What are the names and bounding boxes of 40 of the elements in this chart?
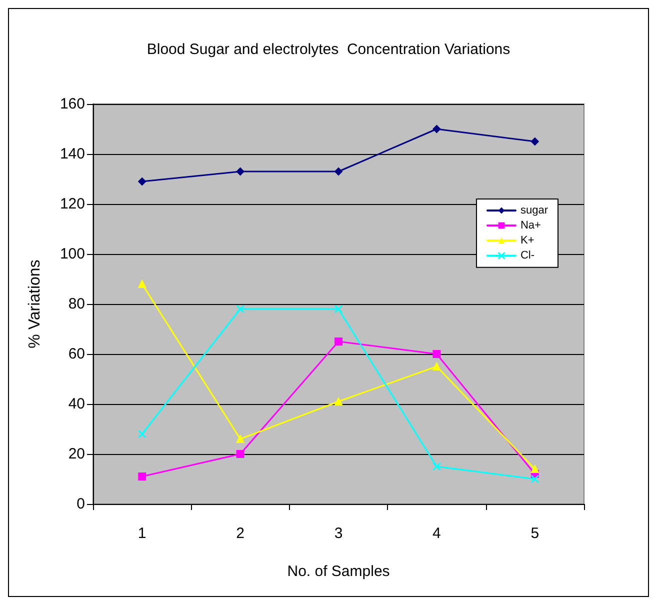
point xyxy=(530,138,539,146)
x-tick-label: 3 xyxy=(334,525,343,542)
x-tick-label: 2 xyxy=(236,525,244,542)
point xyxy=(334,304,343,314)
point xyxy=(334,168,342,176)
point xyxy=(138,280,146,288)
point xyxy=(236,304,245,314)
x-tick-label: 1 xyxy=(138,525,146,542)
legend-label: Na+ xyxy=(520,220,541,232)
x-tick-label: 4 xyxy=(432,525,441,542)
point xyxy=(236,450,244,458)
y-tick-label: 160 xyxy=(60,96,85,112)
chart-title: Blood Sugar and electrolytes Concentration Variations xyxy=(146,41,510,58)
point xyxy=(138,472,146,480)
y-tick-label: 100 xyxy=(60,246,85,262)
point xyxy=(236,168,244,176)
y-axis-title: % Variations xyxy=(26,260,44,348)
point xyxy=(530,465,539,473)
legend-label: K+ xyxy=(520,234,534,246)
point xyxy=(432,125,441,133)
point xyxy=(432,350,441,358)
point xyxy=(236,435,244,443)
x-axis-title: No. of Samples xyxy=(287,563,390,580)
point xyxy=(334,398,342,406)
y-tick-label: 120 xyxy=(60,196,85,212)
y-tick-label: 60 xyxy=(68,346,85,362)
legend-label: sugar xyxy=(520,204,548,216)
point xyxy=(138,430,146,438)
point xyxy=(334,338,342,346)
x-tick-label: 5 xyxy=(530,525,540,542)
y-tick-label: 40 xyxy=(68,396,85,412)
point xyxy=(138,178,146,186)
y-tick-label: 140 xyxy=(60,146,85,162)
point xyxy=(530,474,540,484)
y-tick-label: 0 xyxy=(76,496,85,512)
y-tick-label: 20 xyxy=(68,446,85,462)
point xyxy=(432,362,441,370)
point xyxy=(432,462,441,471)
legend-label: Cl- xyxy=(520,250,535,262)
y-tick-label: 80 xyxy=(68,296,85,312)
